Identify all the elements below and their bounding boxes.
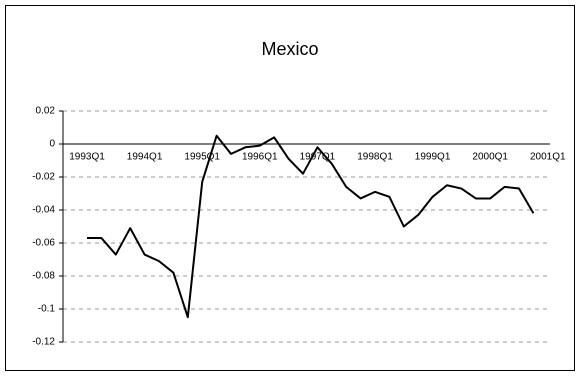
x-tick-label: 1994Q1 <box>127 152 163 163</box>
y-tick-label: -0.12 <box>32 337 55 348</box>
y-tick-label: 0 <box>49 139 55 150</box>
chart-title: Mexico <box>261 39 318 59</box>
x-tick-label: 1997Q1 <box>300 152 336 163</box>
y-tick-label: 0.02 <box>36 106 56 117</box>
x-tick-label: 2001Q1 <box>530 152 566 163</box>
x-tick-label: 1998Q1 <box>357 152 393 163</box>
y-tick-label: -0.04 <box>32 205 55 216</box>
y-tick-label: -0.06 <box>32 238 55 249</box>
x-tick-label: 1996Q1 <box>242 152 278 163</box>
y-tick-label: -0.02 <box>32 172 55 183</box>
x-tick-label: 1999Q1 <box>415 152 451 163</box>
data-line <box>87 134 535 319</box>
chart-frame <box>5 5 575 371</box>
y-tick-label: -0.1 <box>38 304 56 315</box>
x-tick-label: 2000Q1 <box>472 152 508 163</box>
x-tick-label: 1993Q1 <box>69 152 105 163</box>
y-tick-label: -0.08 <box>32 271 55 282</box>
x-tick-label: 1995Q1 <box>184 152 220 163</box>
